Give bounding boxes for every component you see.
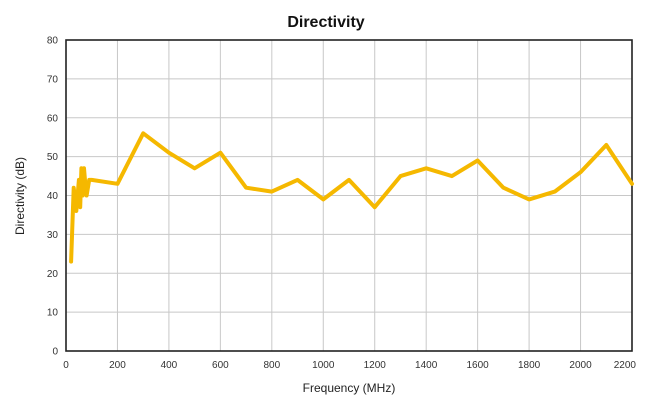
y-tick-label: 50 — [47, 152, 59, 163]
x-tick-label: 600 — [212, 360, 229, 371]
y-tick-label: 30 — [47, 230, 59, 241]
x-tick-label: 0 — [63, 360, 69, 371]
plot-frame — [65, 39, 633, 352]
y-tick-label: 40 — [47, 191, 59, 202]
x-tick-label: 200 — [109, 360, 126, 371]
x-tick-label: 1800 — [518, 360, 541, 371]
y-tick-label: 70 — [47, 74, 59, 85]
x-tick-label: 1000 — [312, 360, 335, 371]
x-tick-label: 1600 — [467, 360, 490, 371]
x-tick-label: 1200 — [364, 360, 387, 371]
y-tick-label: 60 — [47, 113, 59, 124]
x-tick-label: 800 — [263, 360, 280, 371]
y-tick-label: 0 — [52, 347, 58, 358]
x-tick-label: 1400 — [415, 360, 438, 371]
grid-lines — [65, 39, 633, 352]
x-tick-label: 400 — [161, 360, 178, 371]
x-tick-label: 2000 — [569, 360, 592, 371]
y-tick-labels: 0 10 20 30 40 50 60 70 80 — [47, 36, 59, 358]
chart-title: Directivity — [287, 14, 364, 31]
series-line — [69, 131, 634, 264]
x-axis-label: Frequency (MHz) — [303, 381, 396, 395]
x-tick-labels: 0 200 400 600 800 1000 1200 1400 1600 1800 2000 220… — [63, 360, 636, 371]
series-group — [69, 131, 634, 264]
y-tick-label: 80 — [47, 36, 59, 47]
x-tick-label: 2200 — [614, 360, 637, 371]
y-axis-label: Directivity (dB) — [13, 157, 27, 235]
y-tick-label: 10 — [47, 308, 59, 319]
y-tick-label: 20 — [47, 269, 59, 280]
